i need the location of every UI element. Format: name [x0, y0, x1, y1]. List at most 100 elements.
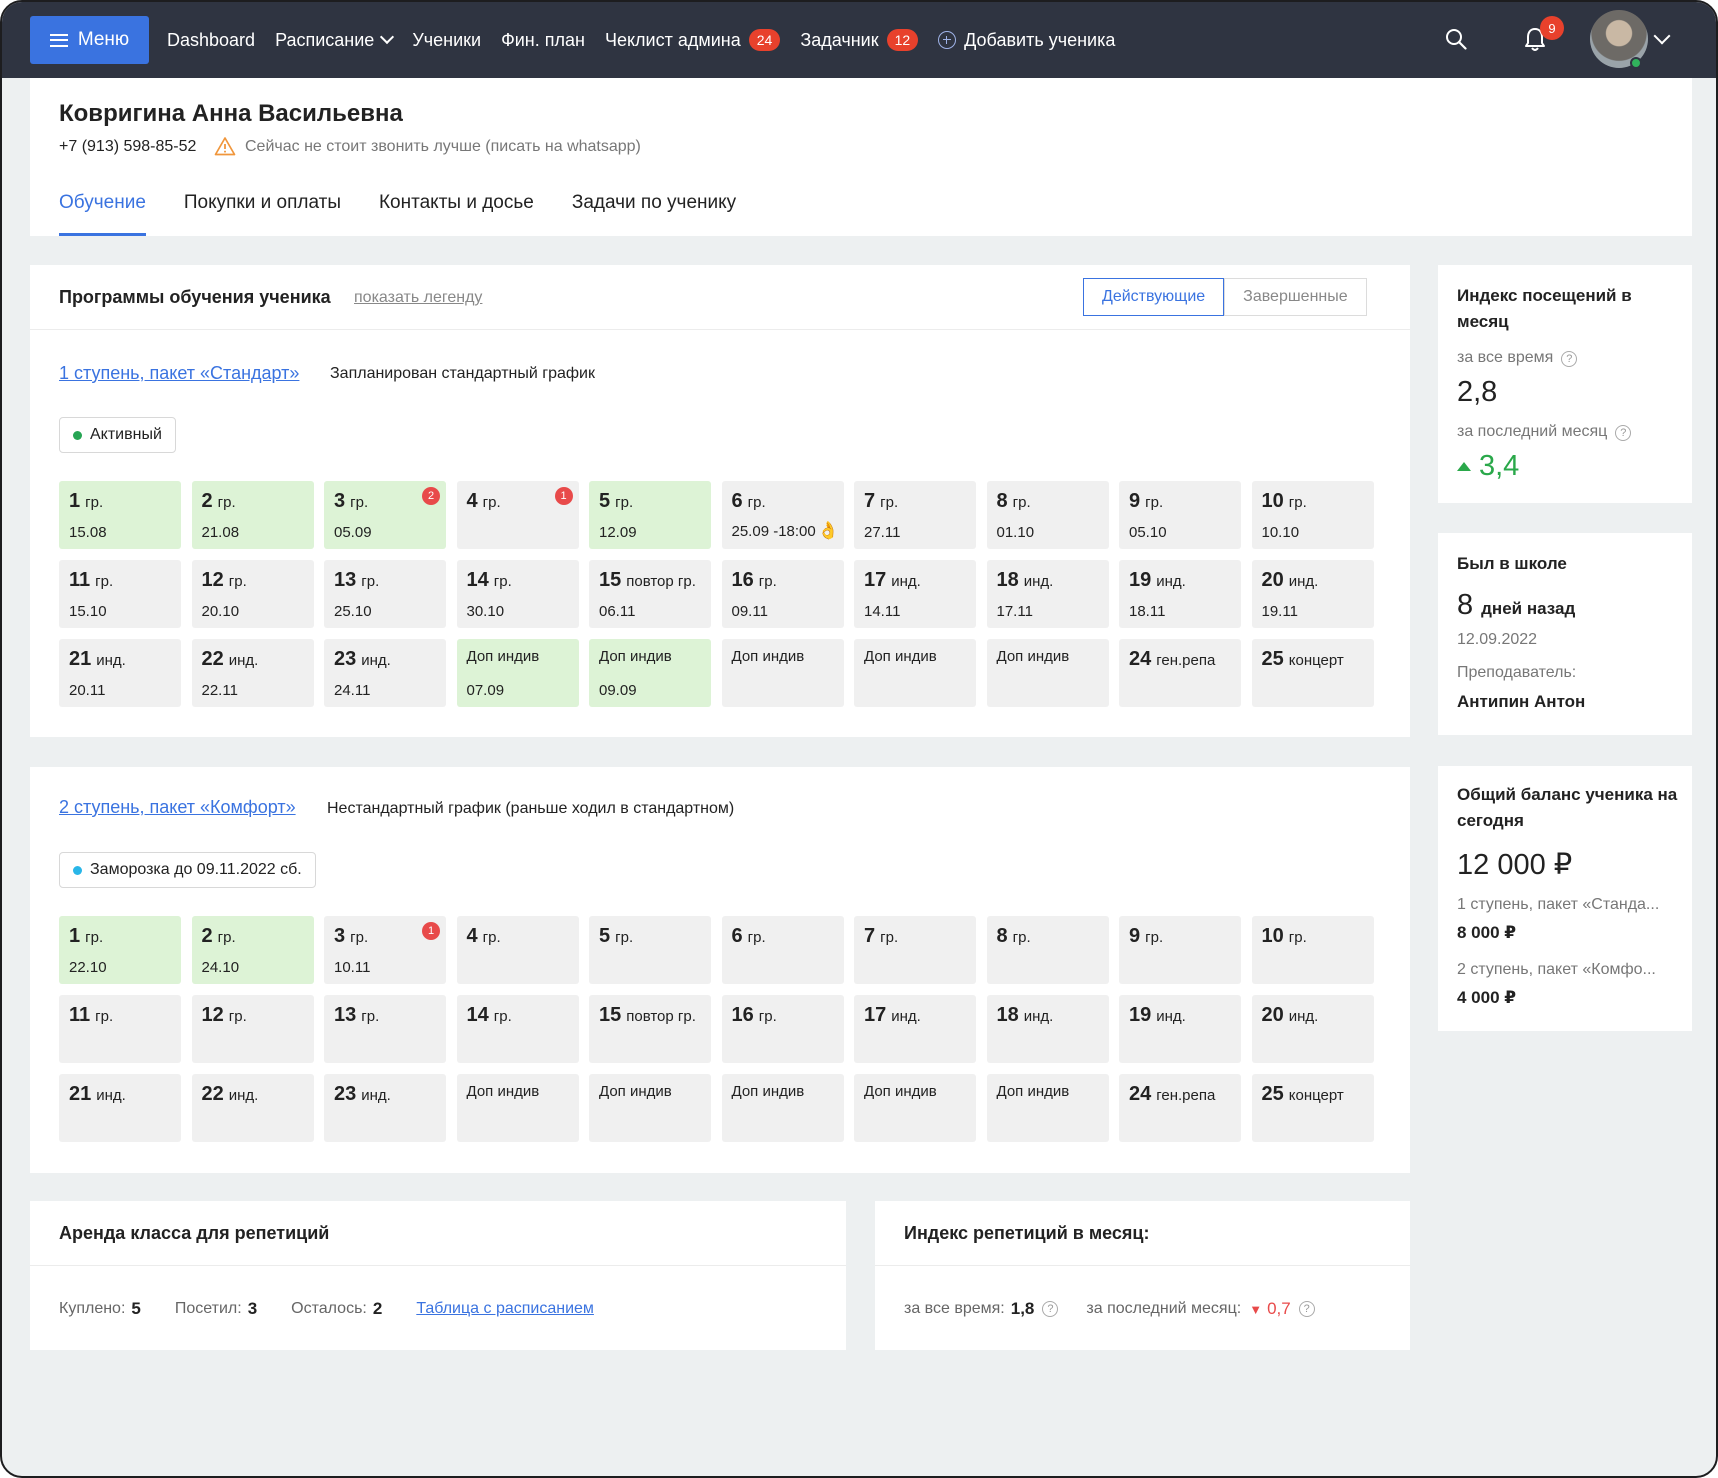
- lesson-cell[interactable]: 22 инд.: [191, 1074, 314, 1142]
- lesson-cell[interactable]: 12 гр. 20.10: [191, 560, 314, 628]
- lesson-cell[interactable]: 18 инд. 17.11: [986, 560, 1109, 628]
- lesson-cell[interactable]: 11 гр.: [59, 995, 181, 1063]
- lesson-cell[interactable]: Доп индив: [721, 639, 844, 707]
- lesson-cell[interactable]: 8 гр.: [986, 916, 1109, 984]
- lesson-cell[interactable]: 2 гр. 21.08: [191, 481, 314, 549]
- help-icon[interactable]: ?: [1615, 425, 1632, 441]
- lesson-cell[interactable]: 24 ген.репа: [1119, 1074, 1241, 1142]
- lesson-cell[interactable]: 14 гр. 30.10: [456, 560, 579, 628]
- lesson-cell[interactable]: 23 инд. 24.11: [324, 639, 446, 707]
- lesson-cell[interactable]: 2 гр. 24.10: [191, 916, 314, 984]
- lesson-cell[interactable]: 18 инд.: [986, 995, 1109, 1063]
- lesson-cell[interactable]: 25 концерт: [1251, 639, 1374, 707]
- schedule-table-link[interactable]: Таблица с расписанием: [416, 1300, 594, 1317]
- lesson-cell[interactable]: 22 инд. 22.11: [191, 639, 314, 707]
- filter-done-button[interactable]: Завершенные: [1224, 278, 1367, 316]
- tab-education[interactable]: Обучение: [59, 188, 146, 236]
- lesson-cell[interactable]: 21 инд.: [59, 1074, 181, 1142]
- lesson-cell[interactable]: Доп индив: [721, 1074, 844, 1142]
- lesson-cell[interactable]: 3 гр. 10.11 1: [324, 916, 446, 984]
- lesson-cell[interactable]: 15 повтор гр. 06.11: [589, 560, 711, 628]
- lesson-cell[interactable]: 1 гр. 15.08: [59, 481, 181, 549]
- help-icon[interactable]: ?: [1298, 1301, 1315, 1317]
- menu-button[interactable]: Меню: [30, 16, 149, 64]
- lesson-type: гр.: [95, 1008, 114, 1025]
- lesson-cell[interactable]: 13 гр. 25.10: [324, 560, 446, 628]
- lesson-date: 01.10: [997, 524, 1035, 541]
- lesson-cell[interactable]: 11 гр. 15.10: [59, 560, 181, 628]
- nav-dashboard[interactable]: Dashboard: [167, 30, 255, 51]
- nav-schedule[interactable]: Расписание: [275, 30, 395, 51]
- student-phone[interactable]: +7 (913) 598-85-52: [59, 138, 197, 155]
- lesson-cell[interactable]: 3 гр. 05.09 2: [324, 481, 446, 549]
- lesson-cell[interactable]: 24 ген.репа: [1119, 639, 1241, 707]
- lesson-date: 21.08: [202, 524, 240, 541]
- lesson-cell[interactable]: 16 гр. 09.11: [721, 560, 844, 628]
- lesson-cell[interactable]: 9 гр. 05.10: [1119, 481, 1241, 549]
- lesson-cell[interactable]: 12 гр.: [191, 995, 314, 1063]
- program-link[interactable]: 1 ступень, пакет «Стандарт»: [59, 363, 300, 383]
- filter-active-button[interactable]: Действующие: [1083, 278, 1225, 316]
- lesson-cell[interactable]: 20 инд.: [1251, 995, 1374, 1063]
- chevron-down-icon[interactable]: [1653, 27, 1671, 45]
- search-icon[interactable]: [1445, 28, 1467, 50]
- lesson-type: инд.: [361, 652, 391, 669]
- lesson-cell[interactable]: 15 повтор гр.: [589, 995, 711, 1063]
- lesson-cell[interactable]: 19 инд.: [1119, 995, 1241, 1063]
- lesson-cell[interactable]: Доп индив: [986, 1074, 1109, 1142]
- lesson-cell[interactable]: Доп индив: [986, 639, 1109, 707]
- lesson-label: 12 гр.: [202, 569, 304, 592]
- lesson-cell[interactable]: 5 гр.: [589, 916, 711, 984]
- lesson-cell[interactable]: Доп индив: [456, 1074, 579, 1142]
- lesson-cell[interactable]: 7 гр. 27.11: [854, 481, 976, 549]
- lesson-cell[interactable]: Доп индив: [854, 639, 976, 707]
- lesson-cell[interactable]: 4 гр. 1: [456, 481, 579, 549]
- nav-admin-checklist[interactable]: Чеклист админа 24: [605, 29, 781, 51]
- tab-purchases[interactable]: Покупки и оплаты: [183, 192, 341, 213]
- help-icon[interactable]: ?: [1561, 351, 1578, 367]
- lesson-cell[interactable]: 8 гр. 01.10: [986, 481, 1109, 549]
- lesson-type: Доп индив: [466, 648, 540, 665]
- nav-students[interactable]: Ученики: [412, 30, 481, 51]
- lesson-cell[interactable]: 19 инд. 18.11: [1119, 560, 1241, 628]
- lesson-cell[interactable]: 9 гр.: [1119, 916, 1241, 984]
- lesson-number: 16: [731, 569, 754, 591]
- lesson-cell[interactable]: 14 гр.: [456, 995, 579, 1063]
- lesson-cell[interactable]: 1 гр. 22.10: [59, 916, 181, 984]
- lesson-label: 20 инд.: [1262, 569, 1364, 592]
- lesson-cell[interactable]: 13 гр.: [324, 995, 446, 1063]
- tab-contacts[interactable]: Контакты и досье: [378, 192, 534, 213]
- show-legend-link[interactable]: показать легенду: [354, 289, 483, 306]
- top-navbar: Меню Dashboard Расписание Ученики Фин. п…: [2, 2, 1716, 78]
- program-link[interactable]: 2 ступень, пакет «Комфорт»: [59, 797, 296, 817]
- lesson-type: повтор гр.: [626, 573, 696, 590]
- lesson-cell[interactable]: 16 гр.: [721, 995, 844, 1063]
- lesson-cell[interactable]: Доп индив 07.09: [456, 639, 579, 707]
- lesson-cell[interactable]: 5 гр. 12.09: [589, 481, 711, 549]
- lesson-cell[interactable]: 21 инд. 20.11: [59, 639, 181, 707]
- lesson-cell[interactable]: Доп индив: [589, 1074, 711, 1142]
- bell-icon[interactable]: [1520, 24, 1550, 54]
- lesson-type: Доп индив: [599, 648, 672, 665]
- lesson-cell[interactable]: 10 гр.: [1251, 916, 1374, 984]
- lesson-cell[interactable]: 7 гр.: [854, 916, 976, 984]
- nav-fin-plan[interactable]: Фин. план: [501, 30, 585, 51]
- lesson-cell[interactable]: 4 гр.: [456, 916, 579, 984]
- lesson-cell[interactable]: 6 гр.: [721, 916, 844, 984]
- lesson-cell[interactable]: 17 инд. 14.11: [854, 560, 976, 628]
- lesson-cell[interactable]: 10 гр. 10.10: [1251, 481, 1374, 549]
- tab-student-tasks[interactable]: Задачи по ученику: [571, 192, 737, 213]
- lesson-cell[interactable]: 23 инд.: [324, 1074, 446, 1142]
- lesson-number: 18: [996, 1004, 1019, 1026]
- lesson-cell[interactable]: 17 инд.: [854, 995, 976, 1063]
- lesson-cell[interactable]: 20 инд. 19.11: [1251, 560, 1374, 628]
- nav-tasks[interactable]: Задачник 12: [800, 29, 919, 51]
- lesson-type: инд.: [96, 652, 126, 669]
- help-icon[interactable]: ?: [1042, 1301, 1059, 1317]
- nav-add-student[interactable]: Добавить ученика: [938, 30, 1115, 51]
- lesson-cell[interactable]: Доп индив: [854, 1074, 976, 1142]
- lesson-cell[interactable]: 25 концерт: [1251, 1074, 1374, 1142]
- lesson-cell[interactable]: 6 гр. 25.09 -18:00 👌: [721, 481, 844, 549]
- lesson-label: 1 гр.: [69, 925, 171, 948]
- lesson-cell[interactable]: Доп индив 09.09: [589, 639, 711, 707]
